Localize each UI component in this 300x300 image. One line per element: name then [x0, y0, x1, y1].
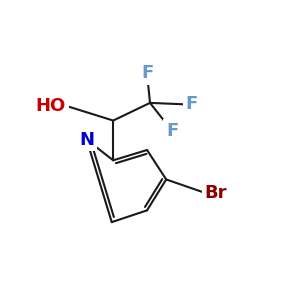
Text: Br: Br — [205, 184, 227, 202]
Text: F: F — [141, 64, 153, 82]
Text: F: F — [185, 95, 198, 113]
Text: F: F — [166, 122, 178, 140]
Text: HO: HO — [36, 97, 66, 115]
Text: N: N — [79, 131, 94, 149]
